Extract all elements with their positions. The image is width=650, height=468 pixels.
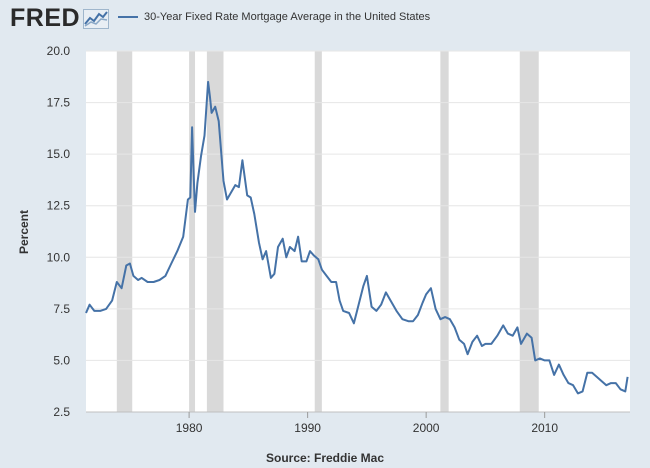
recession-band [519,51,539,412]
fred-graph-icon [83,8,110,29]
recession-band [206,51,224,412]
legend-label: 30-Year Fixed Rate Mortgage Average in t… [144,11,431,23]
x-tick-label: 2010 [531,421,558,435]
y-tick-label: 15.0 [47,147,71,161]
y-axis: 2.5 5.0 7.5 10.0 12.5 15.0 17.5 20.0 [47,44,71,419]
series-line [85,80,629,395]
x-tick-label: 1980 [176,421,203,435]
y-tick-label: 2.5 [53,405,70,419]
fred-logo[interactable]: FRED [10,4,110,33]
legend: 30-Year Fixed Rate Mortgage Average in t… [118,11,430,23]
source-note: Source: Freddie Mac [265,451,385,465]
recession-band [116,51,133,412]
x-tick-label: 2000 [413,421,440,435]
recession-band [440,51,449,412]
recession-band [314,51,322,412]
plot-background [86,51,630,412]
brand-name: FRED [10,4,81,32]
y-tick-label: 7.5 [53,302,70,316]
y-tick-label: 5.0 [53,353,70,367]
y-tick-label: 20.0 [47,44,71,58]
x-axis: 1980 1990 2000 2010 [86,411,630,435]
y-tick-label: 10.0 [47,250,71,264]
y-tick-label: 12.5 [47,199,71,213]
y-axis-title: Percent [17,209,31,255]
series-layer [85,80,629,395]
y-tick-label: 17.5 [47,96,71,110]
x-tick-label: 1990 [294,421,321,435]
recession-shading [116,51,539,412]
legend-swatch [118,16,138,18]
recession-band [189,51,196,412]
